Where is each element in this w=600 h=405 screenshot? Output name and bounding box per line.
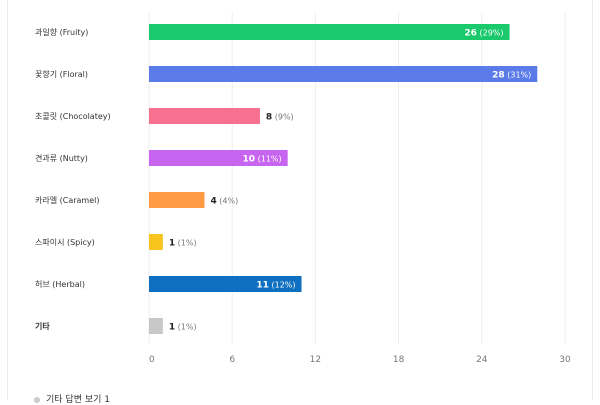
bar — [149, 150, 288, 166]
data-label-percent: (1%) — [175, 239, 196, 248]
category-labels: 과일향 (Fruity) 꽃향기 (Floral) 초콜릿 (Chocolatey)… — [35, 28, 111, 331]
bar — [149, 66, 538, 82]
data-label-percent: (11%) — [255, 155, 282, 164]
x-tick-label: 6 — [229, 355, 235, 365]
category-label: 꽃향기 (Floral) — [35, 70, 88, 79]
category-label: 허브 (Herbal) — [35, 280, 85, 289]
bars — [149, 24, 538, 334]
category-label: 스파이시 (Spicy) — [35, 237, 95, 247]
x-tick-label: 12 — [310, 355, 321, 365]
data-label-count: 1 — [169, 323, 175, 333]
data-label-count: 1 — [169, 239, 175, 249]
data-label-percent: (4%) — [217, 197, 238, 206]
category-label: 견과류 (Nutty) — [35, 153, 88, 163]
bar — [149, 318, 163, 334]
left-border — [7, 0, 8, 400]
data-label-count: 26 — [464, 29, 477, 39]
x-tick-label: 30 — [559, 355, 571, 365]
data-label-count: 28 — [492, 71, 505, 81]
category-label: 초콜릿 (Chocolatey) — [35, 111, 111, 121]
data-label-percent: (29%) — [477, 29, 504, 38]
x-axis-ticks: 0 6 12 18 24 30 — [149, 355, 571, 365]
grid-lines — [148, 12, 566, 344]
data-label-percent: (31%) — [505, 71, 532, 80]
data-label-count: 4 — [210, 197, 216, 207]
x-tick-label: 0 — [149, 355, 155, 365]
data-label: 1 (1%) — [169, 323, 197, 333]
bar — [149, 24, 510, 40]
data-label: 8 (9%) — [266, 113, 294, 123]
data-label-percent: (1%) — [175, 323, 196, 332]
category-label: 카라멜 (Caramel) — [35, 195, 99, 205]
data-label-percent: (12%) — [269, 281, 296, 290]
bar — [149, 192, 205, 208]
bar — [149, 108, 260, 124]
bar — [149, 234, 163, 250]
data-label: 11 (12%) — [256, 281, 295, 291]
data-label: 10 (11%) — [243, 155, 282, 165]
data-label-count: 10 — [243, 155, 256, 165]
value-labels: 26 (29%) 28 (31%) 8 (9%) 10 (11%) 4 (4%) 1 (1… — [169, 29, 531, 333]
other-answers-link[interactable]: 기타 답변 보기 1 — [34, 392, 110, 405]
right-border — [592, 0, 593, 400]
bar — [149, 276, 302, 292]
data-label: 1 (1%) — [169, 239, 197, 249]
data-label: 28 (31%) — [492, 71, 531, 81]
category-label: 기타 — [35, 321, 50, 331]
data-label-count: 8 — [266, 113, 272, 123]
x-tick-label: 24 — [476, 355, 488, 365]
other-answers-label: 기타 답변 보기 1 — [46, 395, 110, 405]
data-label: 4 (4%) — [210, 197, 238, 207]
data-label-percent: (9%) — [272, 113, 293, 122]
category-label: 과일향 (Fruity) — [35, 28, 88, 37]
data-label-count: 11 — [256, 281, 269, 291]
data-label: 26 (29%) — [464, 29, 503, 39]
x-tick-label: 18 — [393, 355, 405, 365]
